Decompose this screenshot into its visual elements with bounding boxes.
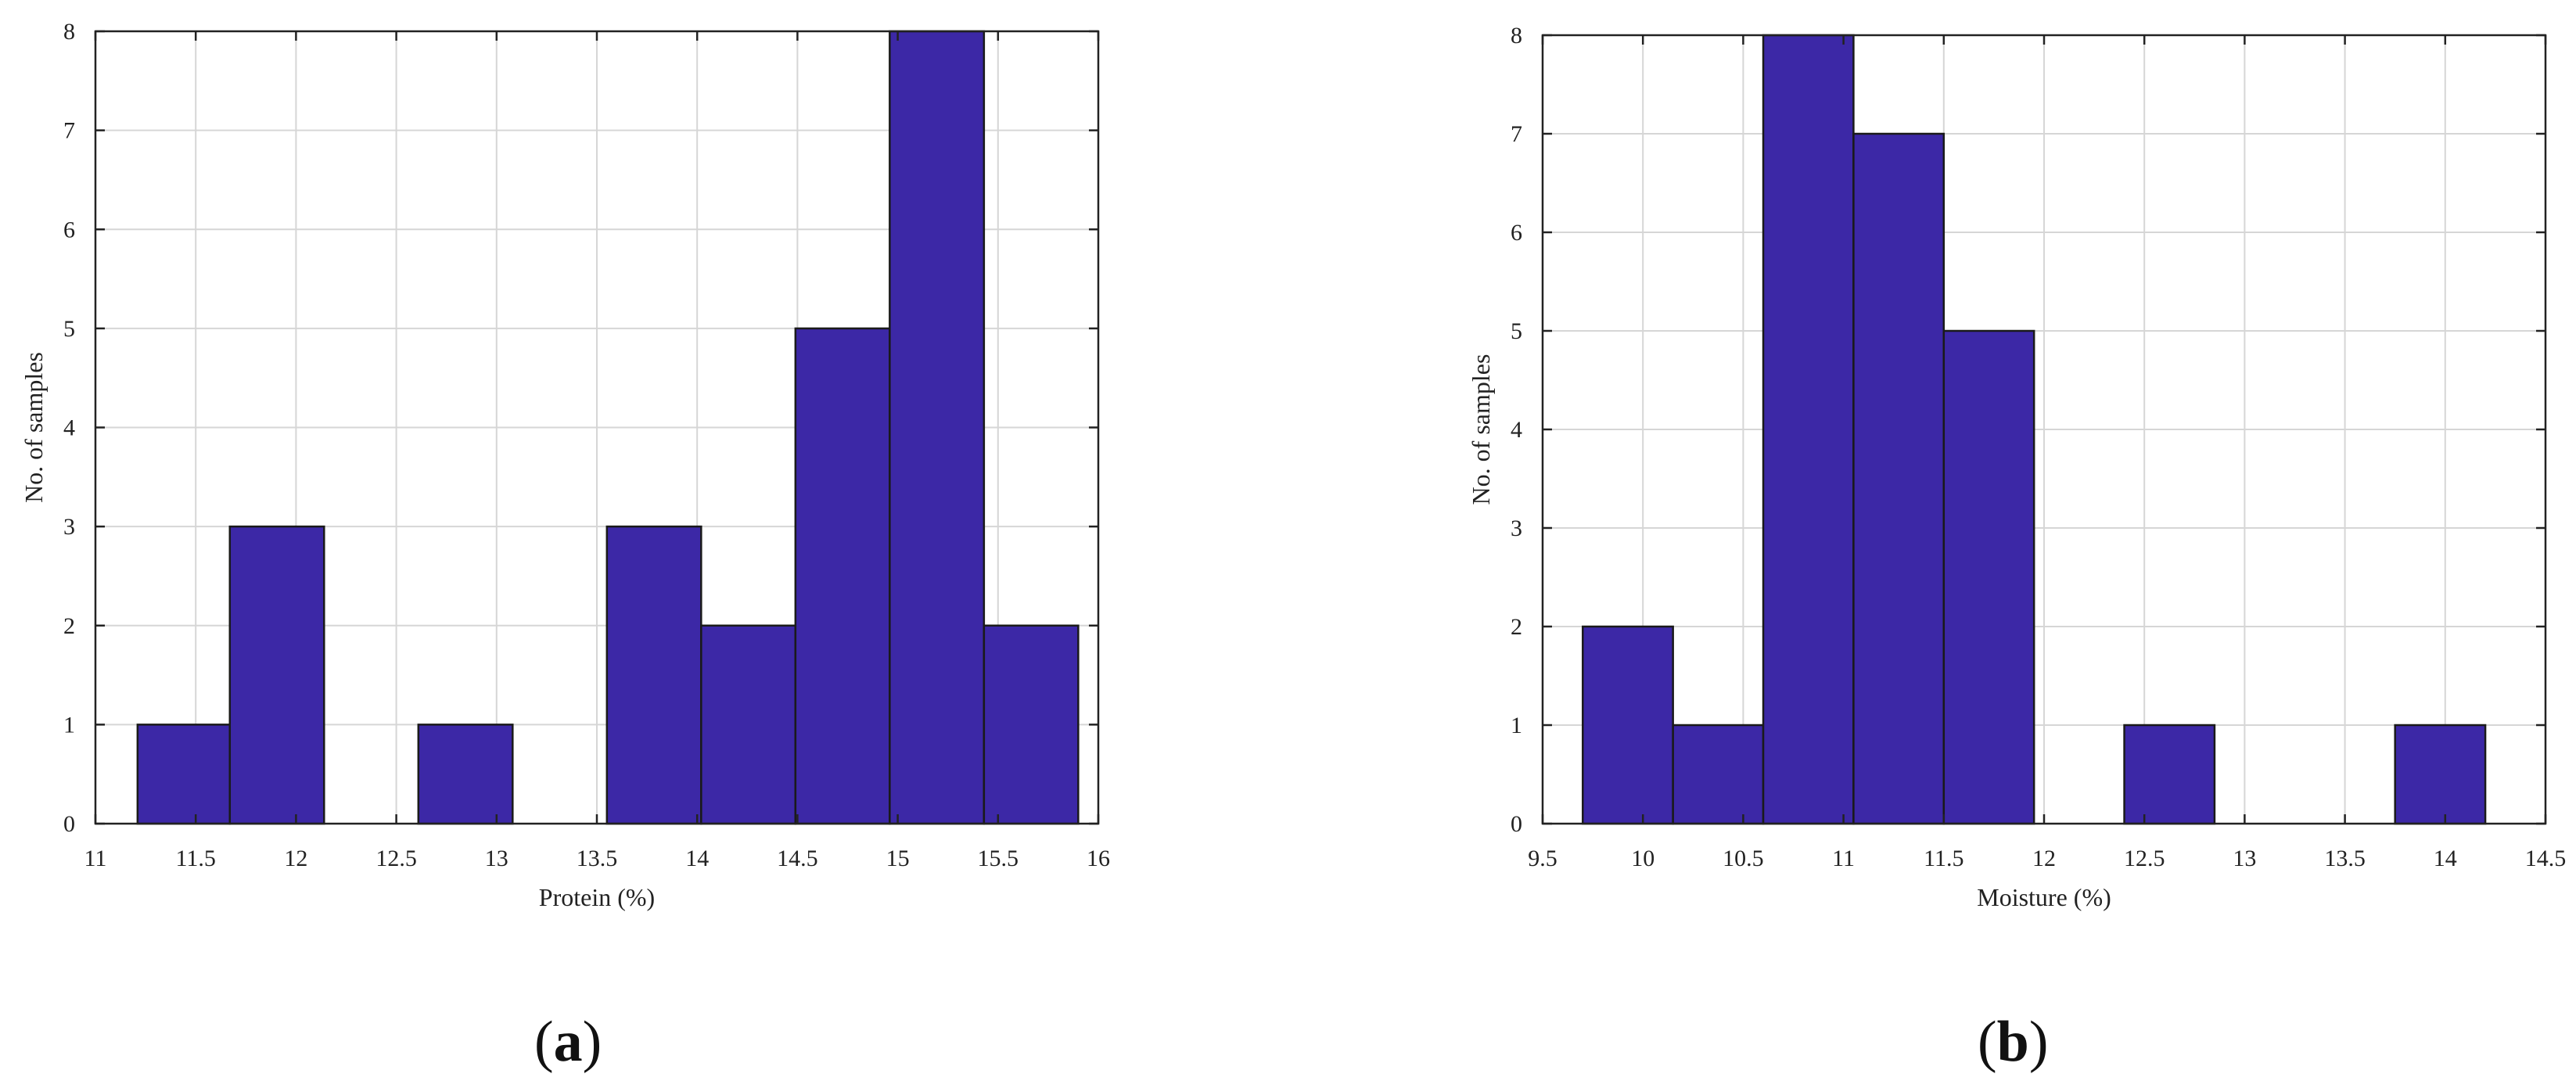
x-tick-label: 12: [2032, 846, 2056, 871]
y-tick-label: 4: [63, 415, 75, 441]
y-tick-label: 0: [1511, 811, 1522, 837]
bar: [1762, 34, 1855, 825]
x-tick-label: 10: [1631, 846, 1654, 871]
y-tick-label: 3: [1511, 515, 1522, 541]
y-tick-label: 5: [63, 316, 75, 342]
panel-label-b-letter: b: [1996, 1010, 2029, 1074]
y-tick-label: 8: [1511, 23, 1522, 48]
y-tick-label: 1: [1511, 713, 1522, 738]
bar: [700, 624, 797, 825]
bar: [1672, 724, 1765, 825]
y-tick-label: 4: [1511, 417, 1522, 443]
bars: [1582, 34, 2487, 825]
y-axis-label: No. of samples: [20, 352, 48, 503]
y-tick-label: 7: [63, 118, 75, 144]
x-axis-label: Protein (%): [539, 883, 655, 911]
bar: [136, 724, 232, 825]
x-tick-label: 13: [485, 846, 508, 871]
x-tick-label: 11: [1832, 846, 1855, 871]
y-tick-label: 6: [63, 217, 75, 242]
bar: [2123, 724, 2216, 825]
histogram-protein: 11 11.5 12 12.5 13 13.5 14 14.5 15 15.5 1601234567…: [20, 19, 1110, 911]
x-tick-label: 10.5: [1723, 846, 1764, 871]
ticks: 9.5 10 10.5 11 11.5 12 12.5 13 13.5 14 14.50123456…: [1511, 23, 2566, 871]
panel-label-a-letter: a: [553, 1010, 583, 1074]
x-tick-label: 12: [284, 846, 307, 871]
x-tick-label: 14: [2434, 846, 2457, 871]
bars: [136, 30, 1080, 825]
y-tick-label: 8: [63, 19, 75, 45]
x-tick-label: 14.5: [777, 846, 818, 871]
histogram-moisture: 9.5 10 10.5 11 11.5 12 12.5 13 13.5 14 14.50123456…: [1467, 23, 2566, 911]
x-tick-label: 16: [1087, 846, 1110, 871]
x-tick-label: 13.5: [2324, 846, 2366, 871]
bar: [605, 525, 702, 825]
x-tick-label: 15.5: [978, 846, 1019, 871]
bar: [1942, 329, 2035, 825]
bar: [417, 724, 514, 825]
x-tick-label: 11: [84, 846, 107, 871]
y-tick-label: 3: [63, 514, 75, 540]
x-tick-label: 11.5: [1924, 846, 1963, 871]
x-tick-label: 12.5: [2124, 846, 2165, 871]
y-tick-label: 1: [63, 712, 75, 738]
bar: [794, 327, 891, 825]
x-tick-label: 12.5: [375, 846, 417, 871]
x-tick-label: 14.5: [2525, 846, 2567, 871]
y-tick-label: 2: [63, 613, 75, 639]
ticks: 11 11.5 12 12.5 13 13.5 14 14.5 15 15.5 1601234567…: [63, 19, 1110, 871]
x-tick-label: 15: [886, 846, 910, 871]
x-tick-label: 9.5: [1528, 846, 1557, 871]
bar: [1582, 625, 1674, 825]
bar: [1852, 132, 1945, 825]
x-tick-label: 14: [685, 846, 709, 871]
panel-label-b: (b): [1978, 1010, 2049, 1074]
bar: [889, 30, 986, 825]
bar: [2394, 724, 2487, 825]
y-tick-label: 2: [1511, 614, 1522, 640]
x-tick-label: 11.5: [176, 846, 216, 871]
bar: [228, 525, 325, 825]
x-tick-label: 13: [2233, 846, 2256, 871]
y-tick-label: 5: [1511, 318, 1522, 344]
y-tick-label: 7: [1511, 121, 1522, 147]
x-axis-label: Moisture (%): [1977, 883, 2111, 911]
y-axis-label: No. of samples: [1467, 354, 1495, 505]
y-tick-label: 6: [1511, 220, 1522, 246]
y-tick-label: 0: [63, 811, 75, 837]
bar: [983, 624, 1080, 825]
x-tick-label: 13.5: [577, 846, 618, 871]
panel-label-a: (a): [534, 1010, 602, 1074]
